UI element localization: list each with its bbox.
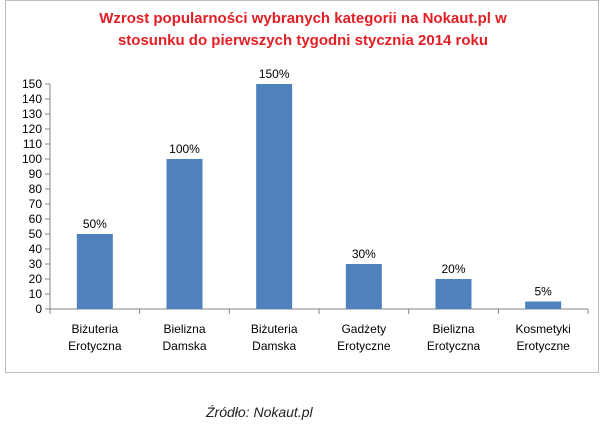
y-tick-label: 120 [22, 122, 42, 136]
y-tick-label: 80 [29, 182, 43, 196]
x-tick-label: Erotyczne [337, 339, 391, 353]
y-tick-label: 150 [22, 77, 42, 91]
y-tick-label: 50 [29, 227, 43, 241]
y-tick-label: 70 [29, 197, 43, 211]
y-tick-label: 10 [29, 287, 43, 301]
y-tick-label: 30 [29, 257, 43, 271]
chart-title-line-2: stosunku do pierwszych tygodni stycznia … [117, 32, 489, 49]
bar [345, 264, 382, 309]
bar [256, 84, 293, 309]
chart-title-line-1: Wzrost popularności wybranych kategorii … [99, 10, 507, 27]
x-tick-label: Biżuteria [251, 322, 298, 336]
bar [76, 234, 113, 309]
x-tick-label: Kosmetyki [515, 322, 570, 336]
data-label: 100% [169, 142, 200, 156]
y-tick-label: 90 [29, 167, 43, 181]
y-tick-label: 130 [22, 107, 42, 121]
x-tick-label: Damska [162, 339, 206, 353]
y-tick-label: 0 [35, 302, 42, 316]
data-label: 150% [259, 67, 290, 81]
x-tick-label: Erotyczne [516, 339, 570, 353]
x-tick-label: Erotyczna [68, 339, 122, 353]
chart-title: Wzrost popularności wybranych kategorii … [20, 8, 586, 52]
data-label: 30% [352, 247, 376, 261]
y-tick-label: 40 [29, 242, 43, 256]
chart-frame [5, 0, 599, 373]
bar [166, 159, 203, 309]
source-note: Źródło: Nokaut.pl [206, 404, 313, 420]
x-tick-label: Bielizna [163, 322, 205, 336]
x-tick-label: Bielizna [432, 322, 474, 336]
bar [435, 279, 472, 309]
x-tick-label: Damska [252, 339, 296, 353]
y-tick-label: 60 [29, 212, 43, 226]
y-tick-label: 140 [22, 92, 42, 106]
data-label: 5% [534, 285, 552, 299]
y-tick-label: 20 [29, 272, 43, 286]
y-tick-label: 110 [23, 137, 42, 151]
bar [525, 301, 562, 309]
data-label: 50% [83, 217, 107, 231]
x-tick-label: Biżuteria [71, 322, 118, 336]
data-label: 20% [441, 262, 465, 276]
y-tick-label: 100 [22, 152, 42, 166]
x-tick-label: Erotyczna [427, 339, 481, 353]
x-tick-label: Gadżety [341, 322, 386, 336]
